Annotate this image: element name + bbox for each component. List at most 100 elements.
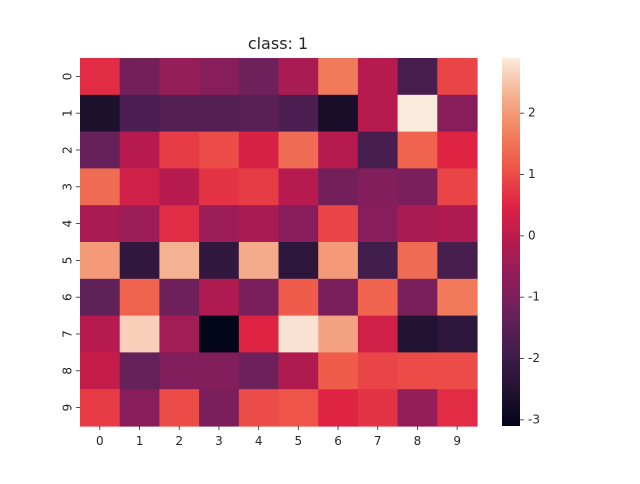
y-tick-label: 1	[61, 109, 75, 117]
heatmap-cell	[318, 58, 359, 96]
heatmap-cell	[397, 58, 438, 96]
heatmap-cell	[278, 278, 319, 317]
heatmap-cell	[318, 168, 359, 206]
heatmap-cell	[159, 168, 200, 206]
heatmap-cell	[159, 205, 200, 243]
heatmap-cell	[119, 131, 160, 169]
heatmap-cell	[318, 131, 359, 169]
y-axis-ticks: 0 1 2 3 4 5 6 7 8 9	[61, 73, 80, 412]
y-tick-label: 2	[61, 146, 75, 154]
heatmap-cell	[437, 58, 478, 96]
heatmap-cell	[437, 389, 478, 427]
heatmap-cell	[397, 94, 438, 133]
heatmap-cell	[80, 278, 121, 317]
y-tick-label: 7	[61, 330, 75, 338]
colorbar-ticks: -3 -2 -1 0 1 2	[520, 106, 540, 426]
heatmap-cell	[397, 131, 438, 169]
heatmap-cell	[278, 352, 319, 390]
heatmap-cell	[397, 352, 438, 390]
heatmap-cell	[199, 389, 240, 427]
heatmap-cell	[238, 315, 280, 353]
x-tick-label: 1	[136, 434, 144, 448]
heatmap-cell	[119, 242, 160, 280]
heatmap-cell	[357, 205, 399, 243]
heatmap-cell	[199, 58, 240, 96]
colorbar-tick-label: -2	[528, 351, 540, 365]
heatmap-cell	[318, 278, 359, 317]
heatmap-cell	[437, 168, 478, 206]
heatmap-cell	[238, 352, 280, 390]
heatmap-cell	[437, 315, 478, 353]
heatmap-cell	[318, 205, 359, 243]
heatmap-cell	[318, 94, 359, 133]
heatmap-cell	[159, 242, 200, 280]
heatmap-cell	[278, 131, 319, 169]
heatmap-cell	[199, 315, 240, 353]
heatmap-cell	[318, 315, 359, 353]
heatmap-cell	[238, 389, 280, 427]
heatmap-cell	[278, 94, 319, 133]
heatmap-cell	[318, 352, 359, 390]
y-tick-label: 0	[61, 73, 75, 81]
chart-title: class: 1	[248, 34, 308, 53]
heatmap-cell	[397, 205, 438, 243]
heatmap-cell	[119, 389, 160, 427]
heatmap-cell	[357, 94, 399, 133]
heatmap-cell	[397, 242, 438, 280]
y-tick-label: 6	[61, 293, 75, 301]
heatmap-cell	[199, 131, 240, 169]
colorbar-tick-label: 0	[528, 228, 536, 242]
heatmap-cell	[397, 168, 438, 206]
heatmap-cell	[278, 205, 319, 243]
colorbar-tick-label: 2	[528, 106, 536, 120]
heatmap-cell	[80, 389, 121, 427]
heatmap-cell	[119, 315, 160, 353]
colorbar-tick-label: 1	[528, 167, 536, 181]
heatmap-cell	[119, 278, 160, 317]
heatmap-cell	[199, 168, 240, 206]
heatmap-cell	[80, 205, 121, 243]
heatmap-cell	[437, 352, 478, 390]
heatmap-cell	[80, 242, 121, 280]
x-tick-label: 3	[215, 434, 223, 448]
heatmap-cell	[119, 58, 160, 96]
x-tick-label: 8	[414, 434, 422, 448]
heatmap-cell	[199, 94, 240, 133]
heatmap-cell	[357, 389, 399, 427]
y-tick-label: 8	[61, 367, 75, 375]
heatmap-cell	[437, 131, 478, 169]
heatmap-cell	[278, 315, 319, 353]
heatmap-cell	[437, 205, 478, 243]
heatmap-cell	[357, 242, 399, 280]
heatmap-cell	[159, 278, 200, 317]
heatmap-cell	[159, 58, 200, 96]
heatmap-cell	[199, 278, 240, 317]
heatmap-cell	[199, 205, 240, 243]
heatmap-cell	[80, 58, 121, 96]
heatmap-cell	[159, 389, 200, 427]
heatmap-cell	[119, 94, 160, 133]
heatmap-cell	[437, 278, 478, 317]
heatmap-cell	[238, 58, 280, 96]
heatmap-cell	[397, 278, 438, 317]
y-tick-label: 9	[61, 404, 75, 412]
heatmap-cell	[357, 168, 399, 206]
heatmap-cell	[278, 242, 319, 280]
heatmap-cell	[159, 315, 200, 353]
heatmap-cell	[238, 168, 280, 206]
heatmap-cell	[199, 242, 240, 280]
heatmap-cell	[159, 352, 200, 390]
heatmap-cell	[278, 58, 319, 96]
x-tick-label: 9	[453, 434, 461, 448]
heatmap-cell	[357, 131, 399, 169]
y-tick-label: 4	[61, 220, 75, 228]
heatmap-cell	[119, 205, 160, 243]
x-axis-ticks: 0 1 2 3 4 5 6 7 8 9	[96, 426, 461, 448]
heatmap-cell	[278, 389, 319, 427]
colorbar-tick-label: -1	[528, 290, 540, 304]
heatmap-cell	[278, 168, 319, 206]
heatmap-cell	[199, 352, 240, 390]
heatmap-cell	[357, 315, 399, 353]
x-tick-label: 6	[334, 434, 342, 448]
